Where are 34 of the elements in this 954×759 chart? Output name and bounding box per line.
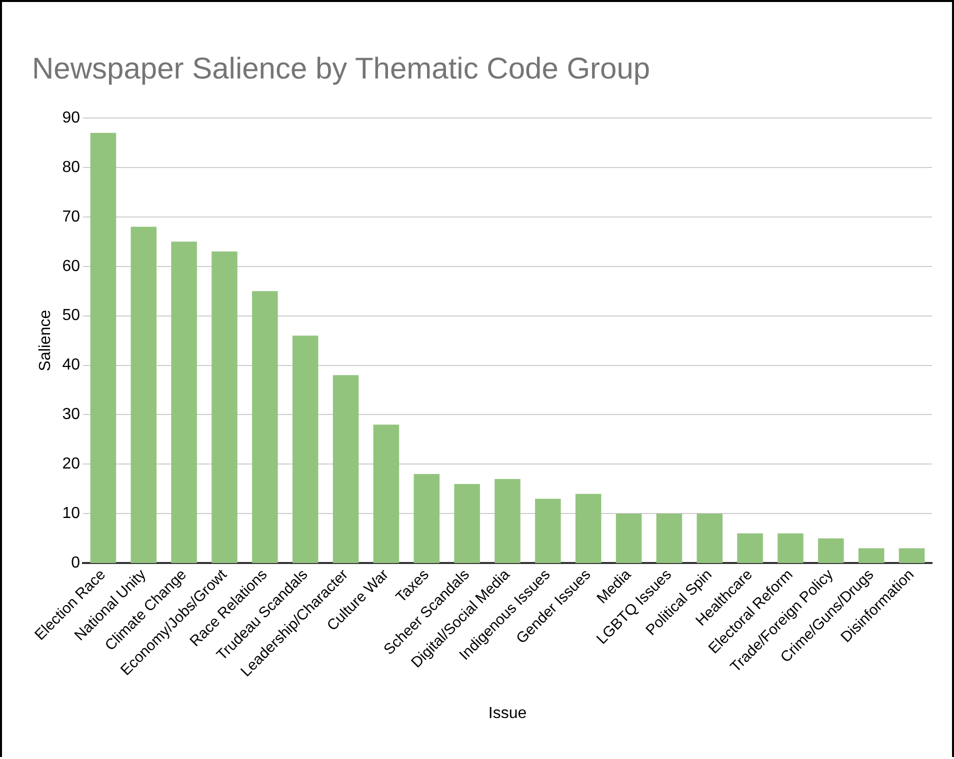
bar xyxy=(373,424,400,564)
y-tick-label: 50 xyxy=(62,307,80,324)
y-tick-label: 60 xyxy=(62,258,80,275)
bar xyxy=(535,498,561,564)
bar xyxy=(171,242,197,564)
y-tick-label: 30 xyxy=(62,406,80,424)
bar xyxy=(90,132,116,564)
bar xyxy=(858,548,884,564)
bar xyxy=(292,336,318,564)
bar xyxy=(818,538,844,564)
bar xyxy=(656,514,682,564)
y-axis-title: Salience xyxy=(37,310,54,372)
x-axis-title: Issue xyxy=(488,704,527,722)
y-tick-label: 70 xyxy=(62,208,80,226)
chart-title: Newspaper Salience by Thematic Code Group xyxy=(32,52,650,86)
bar xyxy=(414,474,440,564)
bar xyxy=(696,514,723,564)
y-tick-label: 90 xyxy=(62,109,80,126)
y-tick-label: 40 xyxy=(62,356,80,374)
bar xyxy=(212,252,238,564)
bar xyxy=(252,291,278,564)
bar xyxy=(494,479,520,564)
bar xyxy=(454,484,480,564)
bar xyxy=(778,533,804,564)
bar xyxy=(332,375,359,564)
y-tick-label: 0 xyxy=(71,554,80,572)
y-tick-label: 10 xyxy=(62,505,80,522)
y-tick-label: 80 xyxy=(62,158,80,176)
bar xyxy=(898,548,925,564)
bar xyxy=(737,533,763,564)
y-tick-label: 20 xyxy=(62,456,80,473)
bar xyxy=(575,494,602,564)
bar xyxy=(130,226,157,564)
bar xyxy=(616,514,642,564)
